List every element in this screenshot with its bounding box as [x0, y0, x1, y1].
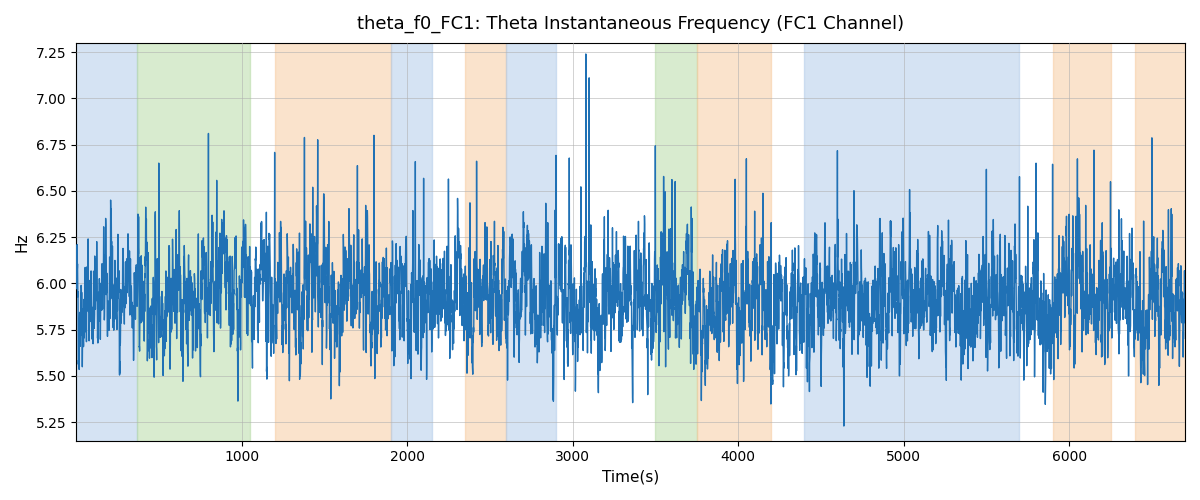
- Bar: [697, 43, 772, 440]
- Bar: [1135, 43, 1186, 440]
- Y-axis label: Hz: Hz: [14, 232, 30, 252]
- Bar: [390, 43, 432, 440]
- Bar: [506, 43, 556, 440]
- Bar: [76, 43, 137, 440]
- X-axis label: Time(s): Time(s): [602, 470, 659, 485]
- Bar: [655, 43, 697, 440]
- Bar: [804, 43, 1020, 440]
- Bar: [464, 43, 506, 440]
- Bar: [1052, 43, 1110, 440]
- Bar: [275, 43, 390, 440]
- Title: theta_f0_FC1: Theta Instantaneous Frequency (FC1 Channel): theta_f0_FC1: Theta Instantaneous Freque…: [356, 15, 904, 34]
- Bar: [137, 43, 250, 440]
